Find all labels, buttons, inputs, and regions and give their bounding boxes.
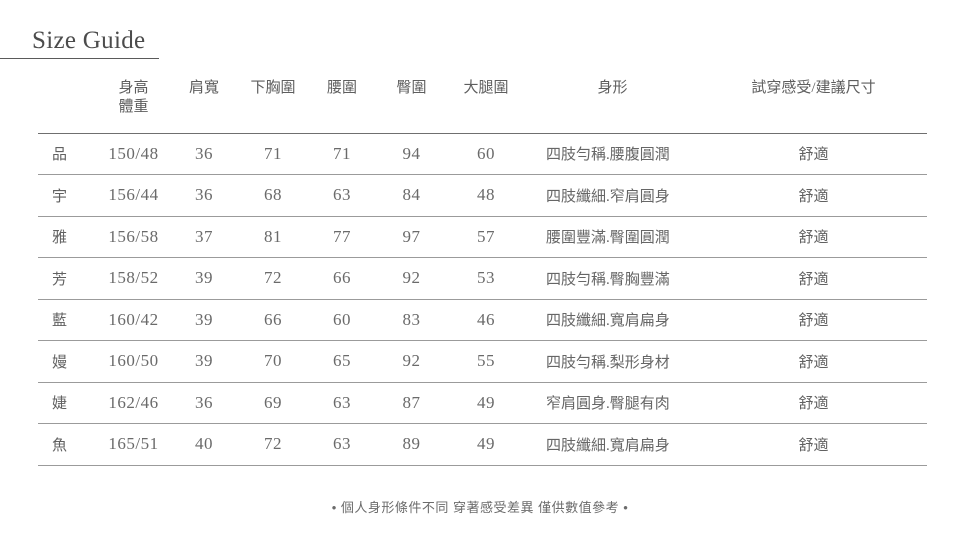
thigh-cell: 60 <box>447 133 525 175</box>
fit-feel-cell: 舒適 <box>700 423 927 466</box>
height-weight-cell: 156/44 <box>97 174 170 217</box>
model-name-cell: 藍 <box>38 299 97 341</box>
hip-cell: 89 <box>376 423 447 466</box>
waist-cell: 71 <box>308 133 376 175</box>
col-header-fit-feel: 試穿感受/建議尺寸 <box>700 70 927 134</box>
col-header-hip: 臀圍 <box>376 70 447 134</box>
shoulder-width-cell: 36 <box>170 382 238 424</box>
model-name-cell: 芳 <box>38 257 97 300</box>
waist-cell: 66 <box>308 257 376 300</box>
col-header-thigh: 大腿圍 <box>447 70 525 134</box>
hip-cell: 94 <box>376 133 447 175</box>
size-table-body: 品 150/48 36 71 71 94 60 四肢勻稱.腰腹圓潤 舒適宇 156/44 36 68 6… <box>38 133 927 466</box>
col-header-under-bust: 下胸圍 <box>238 70 308 134</box>
table-row: 嫚 160/50 39 70 65 92 55 四肢勻稱.梨形身材 舒適 <box>38 340 927 383</box>
fit-feel-cell: 舒適 <box>700 340 927 383</box>
fit-feel-cell: 舒適 <box>700 299 927 341</box>
hip-cell: 92 <box>376 340 447 383</box>
fit-feel-cell: 舒適 <box>700 133 927 175</box>
shoulder-width-cell: 39 <box>170 340 238 383</box>
title-underline <box>0 58 159 59</box>
fit-feel-cell: 舒適 <box>700 257 927 300</box>
fit-feel-cell: 舒適 <box>700 216 927 258</box>
col-header-body-shape: 身形 <box>525 70 700 134</box>
body-shape-cell: 四肢纖細.窄肩圓身 <box>525 174 700 217</box>
model-name-cell: 嫚 <box>38 340 97 383</box>
hip-cell: 97 <box>376 216 447 258</box>
table-row: 品 150/48 36 71 71 94 60 四肢勻稱.腰腹圓潤 舒適 <box>38 133 927 175</box>
shoulder-width-cell: 36 <box>170 174 238 217</box>
body-shape-cell: 四肢勻稱.梨形身材 <box>525 340 700 383</box>
height-weight-cell: 160/50 <box>97 340 170 383</box>
waist-cell: 63 <box>308 423 376 466</box>
model-name-cell: 品 <box>38 133 97 175</box>
table-row: 芳 158/52 39 72 66 92 53 四肢勻稱.臀胸豐滿 舒適 <box>38 257 927 300</box>
fit-feel-cell: 舒適 <box>700 382 927 424</box>
hip-cell: 87 <box>376 382 447 424</box>
under-bust-cell: 70 <box>238 340 308 383</box>
body-shape-cell: 四肢纖細.寬肩扁身 <box>525 299 700 341</box>
col-header-shoulder-width: 肩寬 <box>170 70 238 134</box>
under-bust-cell: 71 <box>238 133 308 175</box>
table-row: 婕 162/46 36 69 63 87 49 窄肩圓身.臀腿有肉 舒適 <box>38 382 927 424</box>
waist-cell: 63 <box>308 382 376 424</box>
shoulder-width-cell: 37 <box>170 216 238 258</box>
fit-feel-cell: 舒適 <box>700 174 927 217</box>
col-header-height-weight: 身高 體重 <box>97 70 170 134</box>
shoulder-width-cell: 36 <box>170 133 238 175</box>
thigh-cell: 48 <box>447 174 525 217</box>
thigh-cell: 46 <box>447 299 525 341</box>
model-name-cell: 婕 <box>38 382 97 424</box>
model-name-cell: 魚 <box>38 423 97 466</box>
footer-disclaimer: • 個人身形條件不同 穿著感受差異 僅供數值參考 • <box>331 500 629 515</box>
col-header-waist: 腰圍 <box>308 70 376 134</box>
waist-cell: 63 <box>308 174 376 217</box>
model-name-cell: 宇 <box>38 174 97 217</box>
height-weight-cell: 156/58 <box>97 216 170 258</box>
under-bust-cell: 72 <box>238 423 308 466</box>
shoulder-width-cell: 39 <box>170 257 238 300</box>
table-row: 雅 156/58 37 81 77 97 57 腰圍豐滿.臀圍圓潤 舒適 <box>38 216 927 258</box>
col-header-model-name <box>38 70 97 134</box>
hip-cell: 84 <box>376 174 447 217</box>
body-shape-cell: 窄肩圓身.臀腿有肉 <box>525 382 700 424</box>
shoulder-width-cell: 39 <box>170 299 238 341</box>
body-shape-cell: 腰圍豐滿.臀圍圓潤 <box>525 216 700 258</box>
page-title: Size Guide <box>32 27 146 54</box>
model-name-cell: 雅 <box>38 216 97 258</box>
under-bust-cell: 81 <box>238 216 308 258</box>
thigh-cell: 53 <box>447 257 525 300</box>
thigh-cell: 57 <box>447 216 525 258</box>
under-bust-cell: 69 <box>238 382 308 424</box>
waist-cell: 65 <box>308 340 376 383</box>
thigh-cell: 49 <box>447 423 525 466</box>
height-weight-cell: 162/46 <box>97 382 170 424</box>
under-bust-cell: 72 <box>238 257 308 300</box>
thigh-cell: 55 <box>447 340 525 383</box>
under-bust-cell: 66 <box>238 299 308 341</box>
waist-cell: 77 <box>308 216 376 258</box>
height-weight-cell: 158/52 <box>97 257 170 300</box>
shoulder-width-cell: 40 <box>170 423 238 466</box>
under-bust-cell: 68 <box>238 174 308 217</box>
body-shape-cell: 四肢勻稱.腰腹圓潤 <box>525 133 700 175</box>
table-row: 宇 156/44 36 68 63 84 48 四肢纖細.窄肩圓身 舒適 <box>38 174 927 217</box>
height-weight-cell: 150/48 <box>97 133 170 175</box>
height-weight-cell: 165/51 <box>97 423 170 466</box>
height-weight-cell: 160/42 <box>97 299 170 341</box>
table-row: 藍 160/42 39 66 60 83 46 四肢纖細.寬肩扁身 舒適 <box>38 299 927 341</box>
hip-cell: 92 <box>376 257 447 300</box>
waist-cell: 60 <box>308 299 376 341</box>
table-header-row: 身高 體重 肩寬 下胸圍 腰圍 臀圍 大腿圍 身形 試穿感受/建議尺寸 <box>38 70 927 134</box>
size-guide-table: 身高 體重 肩寬 下胸圍 腰圍 臀圍 大腿圍 身形 試穿感受/建議尺寸 品 150/48 36 71… <box>38 70 927 466</box>
table-row: 魚 165/51 40 72 63 89 49 四肢纖細.寬肩扁身 舒適 <box>38 423 927 466</box>
hip-cell: 83 <box>376 299 447 341</box>
size-table-header: 身高 體重 肩寬 下胸圍 腰圍 臀圍 大腿圍 身形 試穿感受/建議尺寸 <box>38 70 927 134</box>
body-shape-cell: 四肢纖細.寬肩扁身 <box>525 423 700 466</box>
body-shape-cell: 四肢勻稱.臀胸豐滿 <box>525 257 700 300</box>
thigh-cell: 49 <box>447 382 525 424</box>
